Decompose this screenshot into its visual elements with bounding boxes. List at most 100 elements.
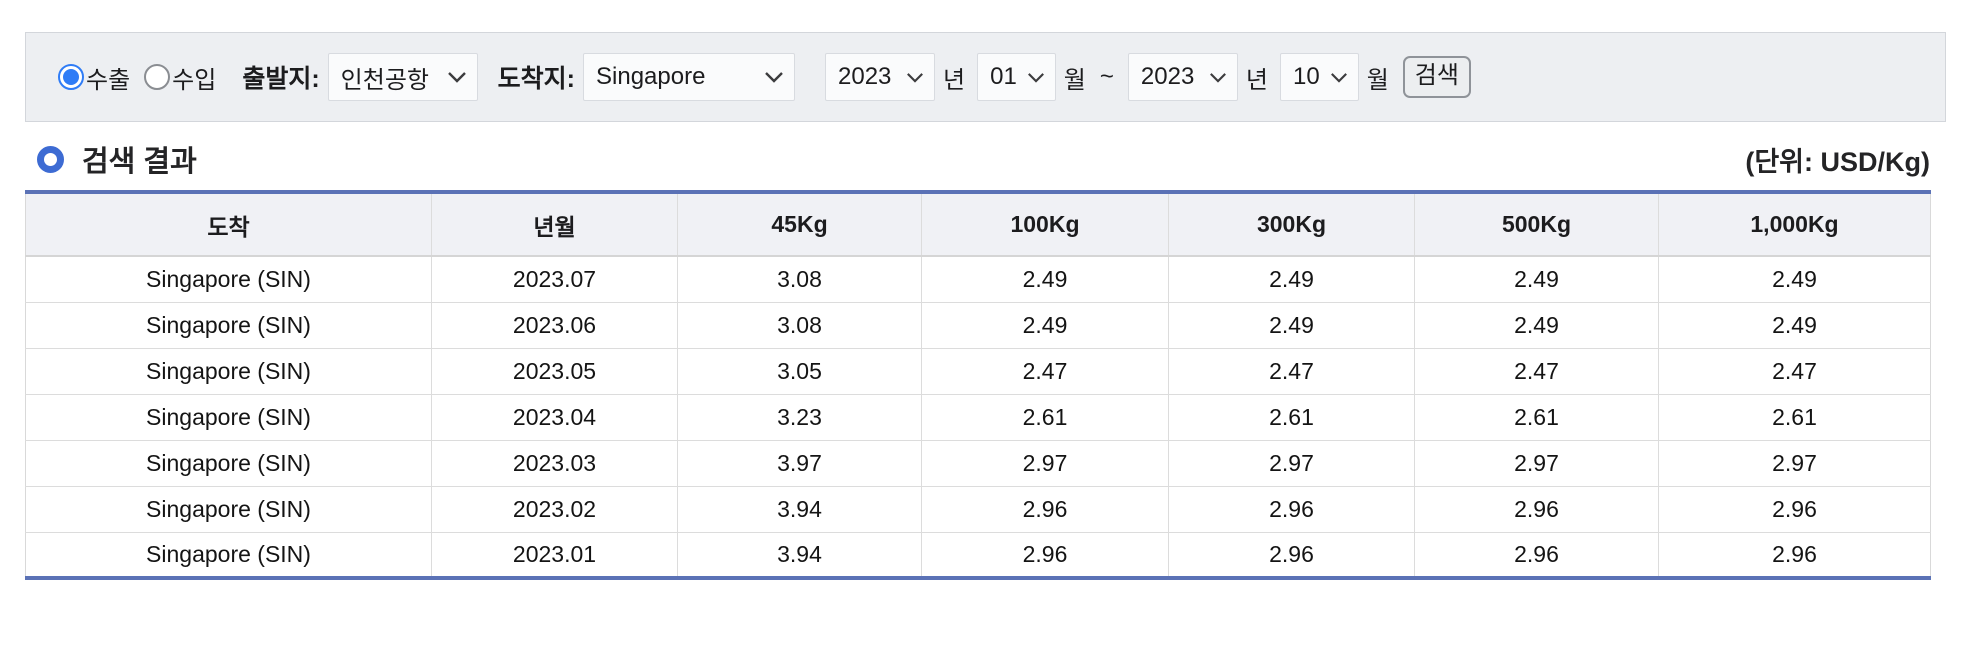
table-cell: 2.97 (1168, 440, 1415, 487)
filter-bar: 수출 수입 출발지: 인천공항 도착지: Singapore 2023 년 01… (25, 32, 1946, 122)
table-cell: 2.49 (1658, 256, 1931, 303)
chevron-down-icon (1330, 71, 1348, 84)
chevron-down-icon (1209, 71, 1227, 84)
arrival-select[interactable]: Singapore (583, 53, 795, 101)
to-year-value: 2023 (1140, 63, 1195, 90)
table-cell: Singapore (SIN) (25, 302, 432, 349)
from-month-suffix: 월 (1063, 66, 1086, 94)
table-cell: Singapore (SIN) (25, 394, 432, 441)
table-cell: 3.94 (677, 486, 922, 533)
radio-unselected-icon[interactable] (144, 64, 171, 90)
table-cell: 3.08 (677, 256, 922, 303)
table-header-cell: 45Kg (677, 192, 922, 257)
table-cell: 2.97 (921, 440, 1169, 487)
results-title: 검색 결과 (82, 146, 197, 178)
table-cell: 2.49 (1658, 302, 1931, 349)
radio-selected-icon[interactable] (58, 64, 84, 90)
to-year-select[interactable]: 2023 (1127, 53, 1238, 101)
from-year-suffix: 년 (943, 66, 966, 94)
table-cell: 2.49 (1168, 256, 1415, 303)
table-cell: 2.96 (1658, 532, 1931, 578)
date-range-separator: ~ (1099, 63, 1114, 90)
radio-import[interactable]: 수입 (144, 60, 216, 95)
table-cell: 2.61 (1414, 394, 1659, 441)
radio-export-label: 수출 (86, 66, 131, 94)
table-cell: 2023.04 (431, 394, 678, 441)
table-cell: 2023.02 (431, 486, 678, 533)
table-cell: Singapore (SIN) (25, 256, 432, 303)
table-header-cell: 도착 (25, 192, 432, 257)
to-year-suffix: 년 (1245, 66, 1268, 94)
table-cell: Singapore (SIN) (25, 486, 432, 533)
search-button[interactable]: 검색 (1402, 55, 1471, 99)
ring-bullet-icon (37, 145, 64, 173)
table-header-row: 도착 년월 45Kg 100Kg 300Kg 500Kg 1,000Kg (25, 192, 1931, 257)
from-year-value: 2023 (838, 63, 892, 90)
table-cell: Singapore (SIN) (25, 348, 432, 395)
results-section-header: 검색 결과 (단위: USD/Kg) (25, 138, 1930, 180)
table-cell: Singapore (SIN) (25, 532, 432, 578)
table-cell: 2023.07 (431, 256, 678, 303)
to-month-suffix: 월 (1366, 66, 1389, 94)
radio-import-label: 수입 (172, 66, 217, 94)
arrival-label: 도착지: (497, 65, 575, 93)
departure-select-value: 인천공항 (340, 66, 429, 94)
table-header-cell: 1,000Kg (1658, 192, 1931, 257)
radio-export[interactable]: 수출 (58, 60, 130, 95)
table-cell: 2.49 (921, 256, 1169, 303)
table-cell: 2.96 (1414, 486, 1659, 533)
trade-direction-radio-group: 수출 수입 (58, 60, 216, 95)
table-row: Singapore (SIN) 2023.07 3.08 2.49 2.49 2.49 2.… (25, 256, 1931, 303)
table-cell: Singapore (SIN) (25, 440, 432, 487)
table-cell: 2023.01 (431, 532, 678, 578)
table-cell: 2.97 (1414, 440, 1659, 487)
from-year-select[interactable]: 2023 (825, 53, 935, 101)
table-row: Singapore (SIN) 2023.06 3.08 2.49 2.49 2.49 2.… (25, 302, 1931, 349)
table-header-cell: 100Kg (921, 192, 1169, 257)
table-cell: 2.49 (1414, 256, 1659, 303)
table-cell: 2.96 (1414, 532, 1659, 578)
table-row: Singapore (SIN) 2023.02 3.94 2.96 2.96 2.96 2.… (25, 486, 1931, 533)
arrival-select-value: Singapore (596, 63, 706, 90)
table-cell: 3.05 (677, 348, 922, 395)
table-row: Singapore (SIN) 2023.01 3.94 2.96 2.96 2.96 2.… (25, 532, 1931, 578)
table-cell: 2.96 (921, 532, 1169, 578)
table-cell: 2.49 (1168, 302, 1415, 349)
table-cell: 2.47 (921, 348, 1169, 395)
table-row: Singapore (SIN) 2023.03 3.97 2.97 2.97 2.97 2.… (25, 440, 1931, 487)
chevron-down-icon (447, 70, 467, 84)
departure-label: 출발지: (242, 65, 320, 93)
table-body: Singapore (SIN) 2023.07 3.08 2.49 2.49 2.49 2.… (25, 256, 1931, 578)
rates-table: 도착 년월 45Kg 100Kg 300Kg 500Kg 1,000Kg Singapore… (25, 190, 1931, 580)
chevron-down-icon (1027, 71, 1045, 84)
table-cell: 2.96 (1168, 486, 1415, 533)
from-month-value: 01 (990, 63, 1017, 90)
table-cell: 2023.06 (431, 302, 678, 349)
table-row: Singapore (SIN) 2023.04 3.23 2.61 2.61 2.61 2.… (25, 394, 1931, 441)
table-cell: 2023.03 (431, 440, 678, 487)
to-month-select[interactable]: 10 (1280, 53, 1359, 101)
table-cell: 2.61 (1658, 394, 1931, 441)
table-cell: 2.49 (1414, 302, 1659, 349)
from-month-select[interactable]: 01 (977, 53, 1056, 101)
table-cell: 2023.05 (431, 348, 678, 395)
chevron-down-icon (764, 70, 784, 84)
table-cell: 2.96 (1658, 486, 1931, 533)
table-cell: 2.47 (1414, 348, 1659, 395)
table-header-cell: 500Kg (1414, 192, 1659, 257)
table-cell: 3.97 (677, 440, 922, 487)
departure-select[interactable]: 인천공항 (327, 53, 478, 101)
to-month-value: 10 (1293, 63, 1320, 90)
table-cell: 2.49 (921, 302, 1169, 349)
table-row: Singapore (SIN) 2023.05 3.05 2.47 2.47 2.47 2.… (25, 348, 1931, 395)
table-cell: 2.61 (1168, 394, 1415, 441)
table-cell: 3.08 (677, 302, 922, 349)
table-cell: 2.61 (921, 394, 1169, 441)
unit-label: (단위: USD/Kg) (1745, 146, 1930, 177)
table-cell: 3.23 (677, 394, 922, 441)
table-head: 도착 년월 45Kg 100Kg 300Kg 500Kg 1,000Kg (25, 192, 1931, 257)
table-cell: 2.97 (1658, 440, 1931, 487)
table-cell: 2.47 (1168, 348, 1415, 395)
chevron-down-icon (906, 71, 924, 84)
table-cell: 2.47 (1658, 348, 1931, 395)
